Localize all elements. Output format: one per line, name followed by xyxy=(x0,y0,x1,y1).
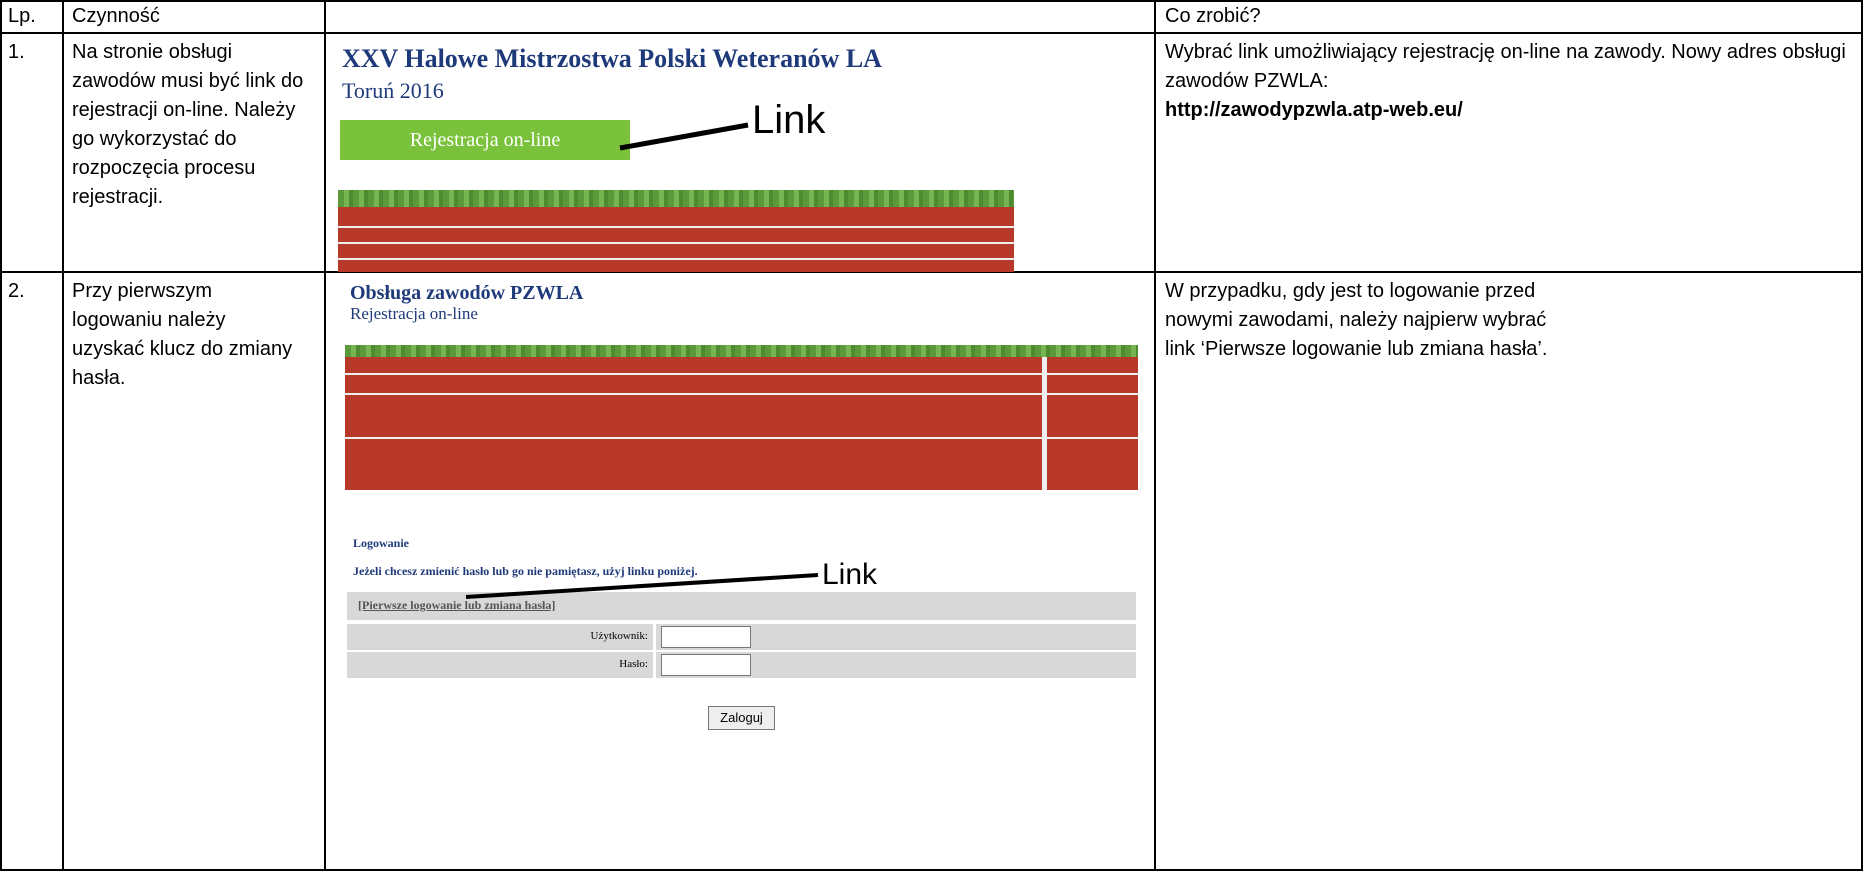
border xyxy=(0,32,1863,34)
header-cell: Czynność xyxy=(72,5,160,27)
header-cell: Co zrobić? xyxy=(1165,5,1261,27)
border xyxy=(1154,0,1156,871)
form-row xyxy=(347,652,653,678)
screenshot-title: Obsługa zawodów PZWLA xyxy=(350,282,584,304)
annotation-line xyxy=(619,122,749,151)
todo-cell: Wybrać link umożliwiający rejestrację on… xyxy=(1165,38,1855,125)
login-hint: Jeżeli chcesz zmienić hasło lub go nie p… xyxy=(353,564,698,578)
border xyxy=(0,271,1863,273)
login-heading: Logowanie xyxy=(353,536,410,550)
border xyxy=(1861,0,1863,871)
user-input[interactable] xyxy=(661,626,751,648)
border xyxy=(62,0,64,871)
border xyxy=(324,0,326,871)
todo-link: http://zawodypzwla.atp-web.eu/ xyxy=(1165,99,1463,121)
todo-text: Wybrać link umożliwiający rejestrację on… xyxy=(1165,41,1846,92)
annotation: Link xyxy=(822,558,878,591)
screenshot-subtitle: Rejestracja on-line xyxy=(350,304,478,323)
action-text: Na stronie obsługi zawodów musi być link… xyxy=(72,41,304,208)
border xyxy=(0,0,1863,2)
action-text: Przy pierwszym logowaniu należy uzyskać … xyxy=(72,280,293,389)
screenshot-title: XXV Halowe Mistrzostwa Polski Weteranów … xyxy=(342,44,882,73)
header-cell: Lp. xyxy=(8,5,36,27)
screenshot-subtitle: Toruń 2016 xyxy=(342,78,444,103)
border xyxy=(0,0,2,871)
form-row xyxy=(347,624,653,650)
register-button: Rejestracja on-line xyxy=(340,120,630,160)
row-number: 1. xyxy=(8,41,25,63)
track-image xyxy=(338,190,1014,272)
password-input[interactable] xyxy=(661,654,751,676)
row-number: 2. xyxy=(8,280,25,302)
submit-button[interactable]: Zaloguj xyxy=(708,706,775,730)
user-label: Użytkownik: xyxy=(590,630,648,642)
todo-text: W przypadku, gdy jest to logowanie przed… xyxy=(1165,280,1548,360)
border xyxy=(0,869,1863,871)
track-image xyxy=(345,345,1138,490)
annotation-line xyxy=(465,573,819,599)
password-label: Hasło: xyxy=(619,658,648,670)
password-link[interactable]: [Pierwsze logowanie lub zmiana hasła] xyxy=(358,598,556,612)
annotation: Link xyxy=(752,98,826,142)
